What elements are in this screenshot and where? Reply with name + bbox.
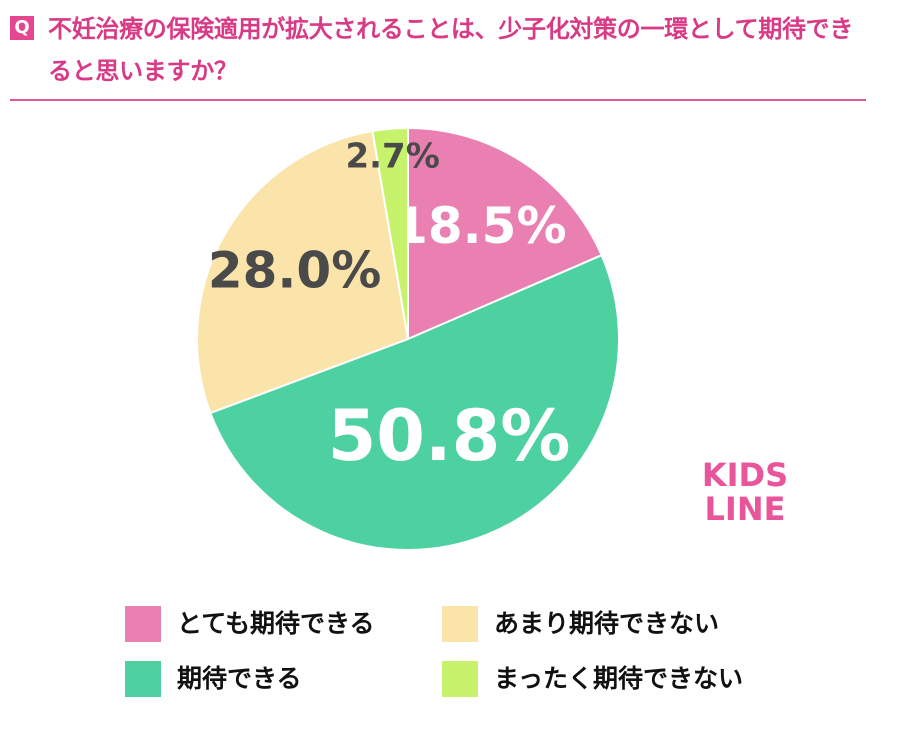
pie-slice <box>371 126 409 340</box>
pie-slice <box>209 253 620 551</box>
legend-label: とても期待できる <box>177 609 375 638</box>
legend-swatch <box>125 661 161 697</box>
legend-label: あまり期待できない <box>494 609 719 638</box>
value-label: 28.0% <box>208 241 381 299</box>
logo: KIDS LINE <box>690 458 800 526</box>
value-label: 2.7% <box>345 137 439 177</box>
legend-label: まったく期待できない <box>494 664 743 693</box>
value-label: 18.5% <box>393 197 566 255</box>
legend-swatch <box>442 661 478 697</box>
logo-line: LINE <box>704 490 786 528</box>
pie-slice <box>196 129 410 415</box>
pie-slice <box>407 126 603 341</box>
logo-line: KIDS <box>701 456 789 494</box>
legend-swatch <box>442 606 478 642</box>
legend-label: 期待できる <box>177 664 302 693</box>
title-rule <box>10 99 866 101</box>
chart-title: 不妊治療の保険適用が拡大されることは、少子化対策の一環として期待できると思います… <box>48 15 854 85</box>
question-badge: Q <box>10 16 34 40</box>
legend-swatch <box>125 606 161 642</box>
value-label: 50.8% <box>328 395 571 477</box>
